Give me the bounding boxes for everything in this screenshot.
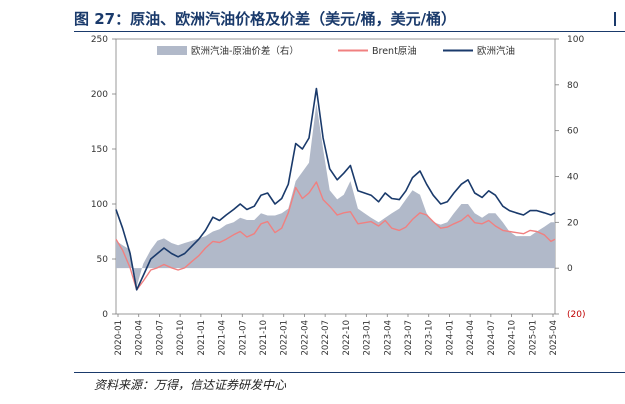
x-tick-label: 2021-10 — [259, 320, 269, 356]
x-tick-label: 2022-07 — [321, 320, 331, 356]
chart-title: 图 27：原油、欧洲汽油价格及价差（美元/桶，美元/桶） — [74, 10, 457, 28]
x-tick-label: 2024-04 — [466, 320, 476, 356]
y2-tick-label: 40 — [567, 173, 579, 183]
x-tick-label: 2021-07 — [238, 320, 248, 356]
y2-tick-label: (20) — [567, 310, 585, 320]
x-tick-label: 2023-10 — [425, 320, 435, 356]
title-marker — [614, 12, 616, 26]
y-tick-label: 0 — [102, 310, 108, 320]
source-note: 资料来源：万得，信达证券研发中心 — [94, 378, 287, 392]
series-spread-area — [116, 103, 555, 287]
legend-swatch-spread — [157, 46, 187, 55]
x-tick-label: 2025-01 — [528, 320, 538, 356]
y-tick-label: 50 — [97, 255, 109, 265]
x-tick-label: 2020-10 — [176, 320, 186, 356]
series-gasoline-line — [115, 87, 556, 291]
footer-divider — [74, 372, 625, 373]
x-tick-label: 2023-07 — [404, 320, 414, 356]
x-tick-label: 2023-04 — [383, 320, 393, 356]
y-tick-label: 250 — [91, 35, 108, 45]
x-tick-label: 2020-01 — [114, 320, 124, 356]
x-tick-label: 2020-04 — [135, 320, 145, 356]
y-tick-label: 100 — [91, 200, 108, 210]
x-tick-label: 2021-01 — [197, 320, 207, 356]
x-tick-label: 2021-04 — [218, 320, 228, 356]
legend-label-spread: 欧洲汽油-原油价差（右） — [191, 45, 299, 57]
x-tick-label: 2020-07 — [155, 320, 165, 356]
legend-label-brent: Brent原油 — [372, 45, 417, 57]
legend-label-gasoline: 欧洲汽油 — [477, 45, 515, 57]
y2-tick-label: 0 — [567, 264, 573, 274]
x-tick-label: 2024-01 — [445, 320, 455, 356]
series-brent-line — [115, 181, 556, 291]
x-tick-label: 2022-01 — [280, 320, 290, 356]
y2-tick-label: 100 — [567, 35, 584, 45]
y2-tick-label: 60 — [567, 127, 579, 137]
chart: 0 50 100 150 200 250 (20) 0 20 40 60 80 100 2020-01 20… — [91, 35, 586, 356]
x-tick-label: 2023-01 — [363, 320, 373, 356]
x-tick-label: 2022-10 — [342, 320, 352, 356]
y-tick-label: 150 — [91, 145, 108, 155]
x-tick-label: 2024-10 — [508, 320, 518, 356]
x-tick-label: 2022-04 — [300, 320, 310, 356]
title-divider — [74, 31, 625, 32]
y2-tick-label: 20 — [567, 218, 579, 228]
y2-tick-label: 80 — [567, 81, 579, 91]
y-tick-label: 200 — [91, 90, 108, 100]
x-tick-label: 2024-07 — [487, 320, 497, 356]
x-tick-label: 2025-04 — [549, 320, 559, 356]
